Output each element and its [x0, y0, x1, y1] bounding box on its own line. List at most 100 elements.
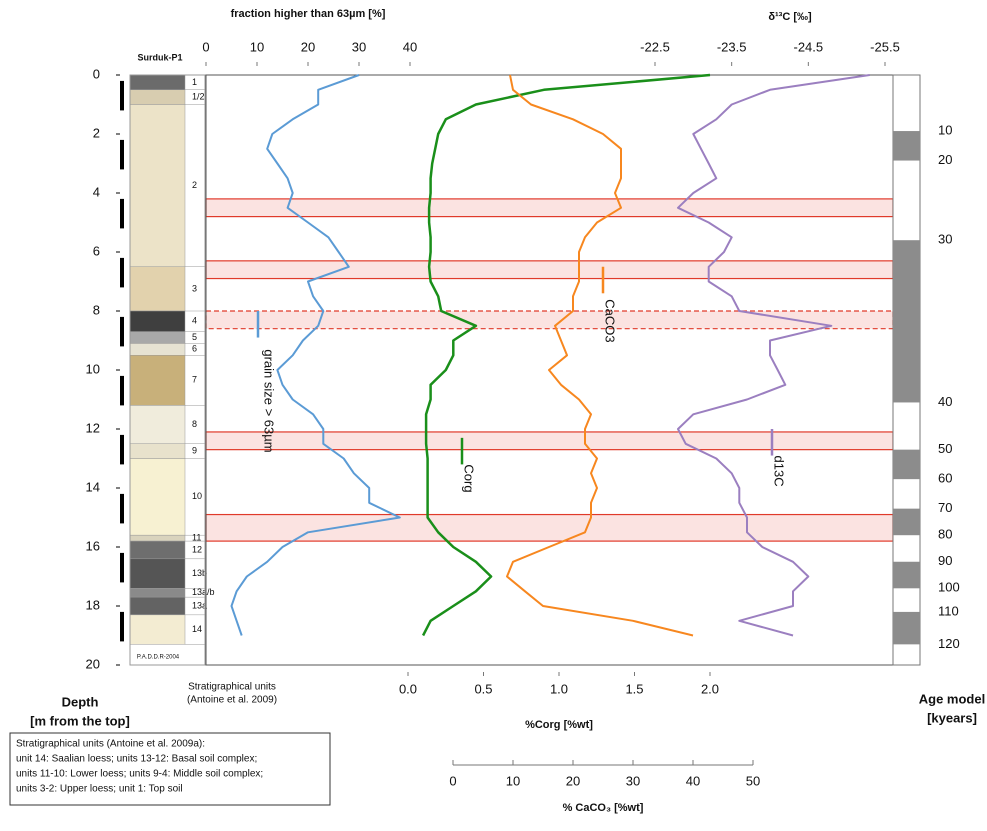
depth-bar: [120, 198, 124, 229]
series-line: [677, 74, 870, 637]
unit-label: 12: [192, 544, 202, 554]
series-line: [506, 74, 694, 637]
depth-bar: [120, 434, 124, 465]
unit-layer: [129, 405, 186, 444]
note-line: unit 14: Saalian loess; units 13-12: Bas…: [16, 754, 257, 765]
x-tick-label: 10: [506, 773, 520, 788]
y-tick-label: 8: [93, 302, 100, 317]
unit-layer: [129, 588, 186, 598]
note-line: units 11-10: Lower loess; units 9-4: Mid…: [16, 769, 263, 780]
unit-layer: [129, 266, 186, 312]
x-tick-label: -24.5: [794, 39, 824, 54]
unit-label: 7: [192, 375, 197, 385]
age-label: 30: [938, 232, 952, 247]
age-band: [893, 449, 920, 480]
x-tick-label: 0.0: [399, 681, 417, 696]
series-line: [421, 73, 711, 637]
x-tick-label: -23.5: [717, 39, 747, 54]
age-label: 60: [938, 471, 952, 486]
age-label: 110: [938, 603, 959, 618]
y-tick-label: 18: [86, 597, 100, 612]
x-tick-label: 0: [449, 773, 456, 788]
highlight: [205, 260, 894, 280]
unit-label: 13b: [192, 568, 207, 578]
y-tick-label: 12: [86, 420, 100, 435]
age-band: [893, 131, 920, 161]
unit-layer: [129, 458, 186, 536]
unit-label: 11: [192, 533, 201, 543]
note-line: Stratigraphical units (Antoine et al. 20…: [16, 739, 205, 750]
unit-layer: [129, 596, 186, 616]
note-box: [9, 732, 331, 806]
x-tick-label: 1.0: [550, 681, 568, 696]
unit-label: 14: [192, 624, 202, 634]
age-title: Age model: [919, 691, 985, 706]
age-label: 100: [938, 580, 960, 595]
unit-label: 13a/b: [192, 587, 215, 597]
unit-layer: [129, 443, 186, 459]
x-tick-label: 30: [626, 773, 640, 788]
x-tick-label: 0.5: [474, 681, 492, 696]
unit-layer: [129, 540, 186, 560]
depth-bar: [120, 375, 124, 406]
y-label: [m from the top]: [30, 713, 130, 728]
series-label: Corg: [462, 464, 477, 492]
depth-bar: [120, 493, 124, 524]
x-tick-label: -25.5: [870, 39, 900, 54]
y-tick-label: 20: [86, 656, 100, 671]
x-tick-label: 40: [403, 39, 417, 54]
unit-layer: [129, 343, 186, 356]
age-band: [893, 508, 920, 536]
age-label: 90: [938, 553, 952, 568]
age-band: [893, 561, 920, 589]
units-title: Stratigraphical units: [188, 682, 276, 693]
unit-layer: [129, 331, 186, 344]
unit-label: 2: [192, 180, 197, 190]
age-label: 120: [938, 636, 960, 651]
axis-title: δ¹³C [‰]: [768, 11, 812, 23]
y-tick-label: 2: [93, 125, 100, 140]
x-tick-label: -22.5: [640, 39, 670, 54]
y-tick-label: 16: [86, 538, 100, 553]
note-line: units 3-2: Upper loess; unit 1: Top soil: [16, 784, 183, 795]
x-tick-label: 2.0: [701, 681, 719, 696]
age-band: [893, 240, 920, 403]
highlight: [205, 431, 894, 451]
highlight: [205, 513, 894, 542]
x-tick-label: 20: [301, 39, 315, 54]
y-label: Depth: [62, 694, 99, 709]
units-title: (Antoine et al. 2009): [187, 695, 277, 706]
unit-label: 6: [192, 344, 197, 354]
age-label: 70: [938, 500, 952, 515]
axis-title: fraction higher than 63µm [%]: [231, 8, 386, 20]
x-tick-label: 40: [686, 773, 700, 788]
unit-label: 1: [192, 77, 197, 87]
x-tick-label: 1.5: [625, 681, 643, 696]
age-label: 40: [938, 394, 952, 409]
age-label: 20: [938, 152, 952, 167]
unit-label: 13a: [192, 600, 207, 610]
y-tick-label: 4: [93, 184, 100, 199]
x-tick-label: 20: [566, 773, 580, 788]
age-label: 10: [938, 122, 952, 137]
unit-label: 1/2: [192, 92, 205, 102]
series-line: [230, 74, 401, 636]
unit-label: 3: [192, 283, 197, 293]
axis-title: % CaCO₃ [%wt]: [563, 802, 644, 814]
x-tick-label: 10: [250, 39, 264, 54]
x-tick-label: 50: [746, 773, 760, 788]
depth-bar: [120, 139, 124, 170]
y-tick-label: 10: [86, 361, 100, 376]
unit-layer: [129, 104, 186, 267]
column-title: Surduk-P1: [137, 52, 182, 62]
unit-label: 5: [192, 332, 197, 342]
unit-frame: [129, 74, 206, 666]
x-tick-label: 30: [352, 39, 366, 54]
age-label: 50: [938, 441, 952, 456]
unit-label: 9: [192, 446, 197, 456]
unit-layer: [129, 534, 186, 542]
series-label: d13C: [772, 456, 787, 487]
y-tick-label: 14: [86, 479, 100, 494]
age-title: [kyears]: [927, 710, 977, 725]
